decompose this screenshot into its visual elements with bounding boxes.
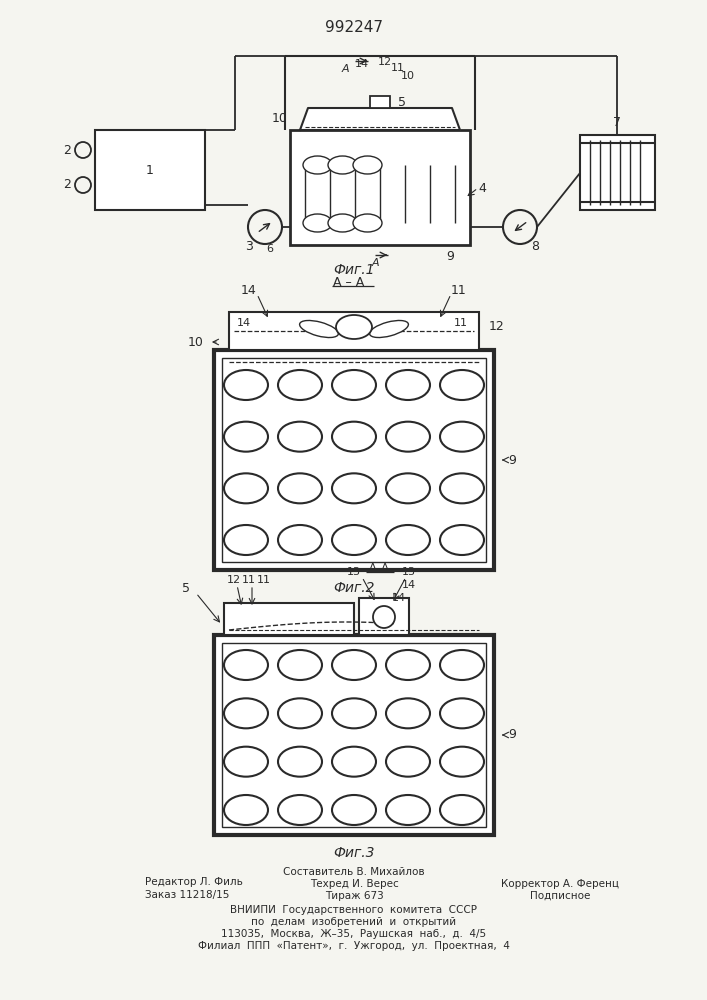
Text: Филиал  ППП  «Патент»,  г.  Ужгород,  ул.  Проектная,  4: Филиал ППП «Патент», г. Ужгород, ул. Про… <box>198 941 510 951</box>
Text: 9: 9 <box>446 250 454 263</box>
Text: Заказ 11218/15: Заказ 11218/15 <box>145 890 229 900</box>
Text: 2: 2 <box>63 143 71 156</box>
Text: 14: 14 <box>355 59 369 69</box>
Bar <box>580 135 655 210</box>
Text: 10: 10 <box>401 71 415 81</box>
Text: 11: 11 <box>451 284 467 296</box>
Text: A–A: A–A <box>368 563 390 573</box>
Text: A – A: A – A <box>334 275 365 288</box>
Bar <box>222 358 486 562</box>
Text: 4: 4 <box>478 182 486 194</box>
Ellipse shape <box>353 214 382 232</box>
Text: 10: 10 <box>272 112 288 125</box>
Text: Подписное: Подписное <box>530 891 590 901</box>
Bar <box>229 312 479 350</box>
Text: 2: 2 <box>63 178 71 192</box>
Polygon shape <box>300 108 460 130</box>
Text: A: A <box>371 258 379 268</box>
Text: 11: 11 <box>242 575 256 585</box>
Text: 14: 14 <box>392 593 406 603</box>
Bar <box>222 643 486 827</box>
Text: 9: 9 <box>508 454 516 466</box>
Text: 11: 11 <box>391 63 405 73</box>
Bar <box>214 635 494 835</box>
Text: 12: 12 <box>378 57 392 67</box>
Text: 13: 13 <box>347 567 361 577</box>
Text: 13: 13 <box>402 567 416 577</box>
Ellipse shape <box>303 156 332 174</box>
Text: 14: 14 <box>241 284 257 296</box>
Text: Техред И. Верес: Техред И. Верес <box>310 879 398 889</box>
Bar <box>214 350 494 570</box>
Bar <box>370 96 390 108</box>
Ellipse shape <box>328 214 357 232</box>
Text: Фиг.2: Фиг.2 <box>333 581 375 595</box>
Text: 8: 8 <box>531 240 539 253</box>
Bar <box>290 130 470 245</box>
Circle shape <box>373 606 395 628</box>
Ellipse shape <box>353 156 382 174</box>
Text: 3: 3 <box>245 240 253 253</box>
Ellipse shape <box>328 156 357 174</box>
Text: 992247: 992247 <box>325 20 383 35</box>
Text: 12: 12 <box>489 320 505 332</box>
Ellipse shape <box>300 320 339 338</box>
Text: Фиг.1: Фиг.1 <box>333 263 375 277</box>
Text: ВНИИПИ  Государственного  комитета  СССР: ВНИИПИ Государственного комитета СССР <box>230 905 477 915</box>
Text: 113035,  Москва,  Ж–35,  Раушская  наб.,  д.  4/5: 113035, Москва, Ж–35, Раушская наб., д. … <box>221 929 486 939</box>
Text: Корректор А. Ференц: Корректор А. Ференц <box>501 879 619 889</box>
Text: по  делам  изобретений  и  открытий: по делам изобретений и открытий <box>252 917 457 927</box>
Text: 10: 10 <box>188 336 204 349</box>
Text: 5: 5 <box>182 582 190 594</box>
Bar <box>359 598 409 635</box>
Bar <box>95 130 205 210</box>
Text: 9: 9 <box>508 728 516 742</box>
Text: Редактор Л. Филь: Редактор Л. Филь <box>145 877 243 887</box>
Bar <box>224 603 354 635</box>
Text: 1: 1 <box>146 163 154 176</box>
Text: 7: 7 <box>613 116 621 129</box>
Text: 6: 6 <box>267 244 274 254</box>
Text: 14: 14 <box>402 580 416 590</box>
Text: 14: 14 <box>237 318 251 328</box>
Text: Тираж 673: Тираж 673 <box>325 891 383 901</box>
Text: Составитель В. Михайлов: Составитель В. Михайлов <box>284 867 425 877</box>
Text: Фиг.3: Фиг.3 <box>333 846 375 860</box>
Ellipse shape <box>303 214 332 232</box>
Text: 12: 12 <box>227 575 241 585</box>
Ellipse shape <box>370 320 409 338</box>
Text: 11: 11 <box>454 318 468 328</box>
Text: A: A <box>341 64 349 74</box>
Text: 11: 11 <box>257 575 271 585</box>
Ellipse shape <box>336 315 372 339</box>
Text: 5: 5 <box>398 96 406 108</box>
